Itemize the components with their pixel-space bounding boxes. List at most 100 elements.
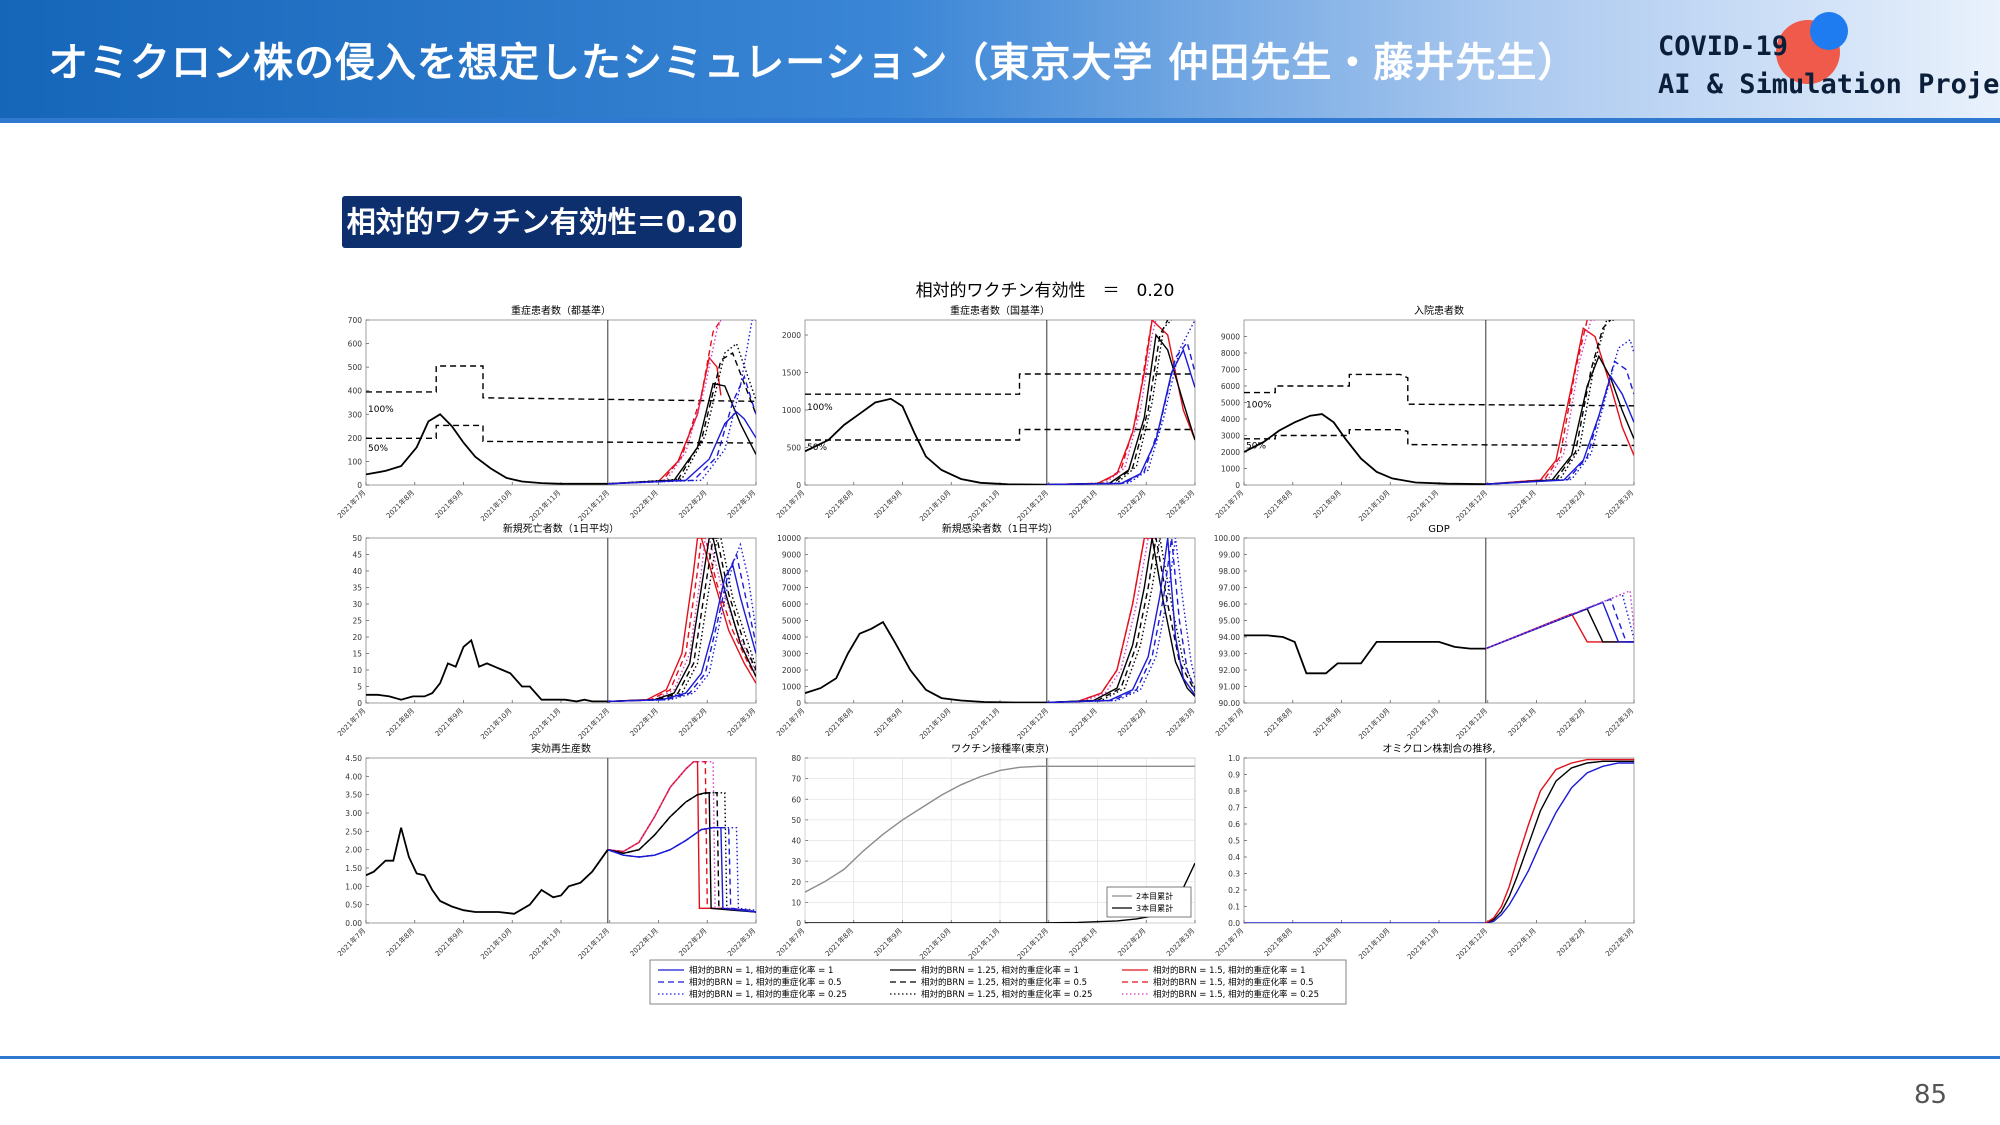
y-tick-label: 4.50: [345, 754, 362, 763]
capacity-annotation: 100%: [1246, 400, 1272, 410]
y-tick-label: 92.00: [1219, 666, 1241, 675]
y-tick-label: 6000: [782, 600, 801, 609]
capacity-annotation: 100%: [807, 403, 833, 413]
y-tick-label: 0.00: [345, 919, 362, 928]
y-tick-label: 5000: [782, 617, 801, 626]
legend-label: 相対的BRN = 1.5, 相対的重症化率 = 1: [1153, 965, 1305, 976]
chart-panel-6: GDP 90.00 91.00 92.00 93.00 94.00 95.00 96.00 97…: [1213, 524, 1635, 741]
chart-panel-5: 新規感染者数（1日平均） 0 1000 2000 3000 4000 5000 6000 700…: [774, 522, 1196, 741]
series-line: [1244, 413, 1486, 485]
y-tick-label: 600: [348, 340, 363, 349]
y-tick-label: 500: [787, 444, 802, 453]
header-divider: [0, 118, 2000, 123]
legend-label: 相対的BRN = 1.25, 相対的重症化率 = 0.5: [921, 977, 1087, 988]
series-line: [1485, 327, 1634, 485]
y-tick-label: 60: [791, 795, 801, 804]
x-tick-label: 2021年8月: [823, 926, 855, 958]
panel-title: ワクチン接種率(東京): [951, 742, 1049, 755]
x-tick-label: 2022年2月: [1555, 706, 1587, 738]
x-tick-label: 2022年1月: [1067, 706, 1099, 738]
panel-frame: [804, 537, 1196, 704]
series-line: [1046, 320, 1173, 485]
x-tick-label: 2021年10月: [1356, 488, 1391, 523]
legend-label: 相対的BRN = 1.25, 相対的重症化率 = 0.25: [921, 989, 1092, 1000]
series-line: [1046, 538, 1195, 703]
y-tick-label: 96.00: [1219, 600, 1241, 609]
panel-frame: [1243, 757, 1635, 924]
chart-panel-7: 実効再生産数 0.00 0.50 1.00 1.50 2.00 2.50 3.00 3.50 4.…: [335, 742, 757, 961]
x-tick-label: 2022年1月: [628, 706, 660, 738]
y-tick-label: 0.4: [1228, 853, 1240, 862]
panel-title: 入院患者数: [1414, 304, 1464, 317]
x-tick-label: 2022年3月: [1603, 706, 1635, 738]
y-tick-label: 99.00: [1219, 551, 1241, 560]
x-tick-label: 2022年1月: [628, 488, 660, 520]
y-tick-label: 95.00: [1219, 617, 1241, 626]
y-tick-label: 35: [352, 584, 362, 593]
series-line: [805, 373, 1195, 395]
x-tick-label: 2021年11月: [1405, 926, 1440, 961]
y-tick-label: 10000: [777, 534, 801, 543]
series-line: [1485, 598, 1634, 650]
x-tick-label: 2022年1月: [628, 926, 660, 958]
x-tick-label: 2021年8月: [823, 488, 855, 520]
y-tick-label: 9000: [1221, 333, 1240, 342]
legend-label: 相対的BRN = 1.25, 相対的重症化率 = 1: [921, 965, 1079, 976]
x-tick-label: 2022年3月: [1164, 706, 1196, 738]
x-tick-label: 2022年1月: [1506, 926, 1538, 958]
panel-title: 実効再生産数: [531, 742, 591, 755]
capacity-annotation: 100%: [368, 405, 394, 415]
series-line: [366, 413, 608, 485]
capacity-annotation: 50%: [807, 443, 827, 453]
simulation-figure: 相対的ワクチン有効性 ＝ 0.20 重症患者数（都基準）010020030040…: [335, 281, 1635, 1005]
y-tick-label: 0.9: [1228, 771, 1240, 780]
y-tick-label: 0.2: [1228, 886, 1240, 895]
x-tick-label: 2022年2月: [1116, 706, 1148, 738]
x-tick-label: 2021年7月: [774, 926, 806, 958]
x-tick-label: 2021年9月: [433, 488, 465, 520]
y-tick-label: 25: [352, 617, 362, 626]
series-line: [1046, 538, 1195, 703]
series-line: [1485, 320, 1612, 485]
x-tick-label: 2021年12月: [1454, 706, 1489, 741]
panel-frame: [1243, 319, 1635, 486]
y-tick-label: 200: [348, 434, 363, 443]
y-tick-label: 98.00: [1219, 567, 1241, 576]
y-tick-label: 0.3: [1228, 870, 1240, 879]
x-tick-label: 2021年8月: [384, 926, 416, 958]
y-tick-label: 80: [791, 754, 801, 763]
series-line: [805, 620, 1047, 703]
y-tick-label: 8000: [782, 567, 801, 576]
vaccine-efficacy-badge: 相対的ワクチン有効性＝0.20: [342, 196, 742, 248]
inner-legend-label: 3本目累計: [1136, 903, 1173, 913]
x-tick-label: 2021年10月: [1356, 706, 1391, 741]
y-tick-label: 4000: [782, 633, 801, 642]
x-tick-label: 2022年1月: [1067, 488, 1099, 520]
legend-label: 相対的BRN = 1.5, 相対的重症化率 = 0.25: [1153, 989, 1319, 1000]
y-tick-label: 1500: [782, 369, 801, 378]
x-tick-label: 2022年1月: [1067, 926, 1099, 958]
x-tick-label: 2021年11月: [966, 488, 1001, 523]
x-tick-label: 2022年2月: [677, 706, 709, 738]
x-tick-label: 2021年9月: [433, 706, 465, 738]
panel-title: 重症患者数（都基準）: [511, 304, 611, 317]
inner-legend-label: 2本目累計: [1136, 891, 1173, 901]
y-tick-label: 1.0: [1228, 754, 1240, 763]
header-bar: [0, 0, 2000, 118]
y-tick-label: 50: [352, 534, 362, 543]
x-tick-label: 2021年11月: [527, 706, 562, 741]
chart-panel-8: ワクチン接種率(東京) 0 10 20 30 40 50 60 70 80 2021年7月 2021年…: [774, 742, 1196, 961]
y-tick-label: 3.50: [345, 791, 362, 800]
y-tick-label: 4.00: [345, 772, 362, 781]
x-tick-label: 2022年3月: [1603, 488, 1635, 520]
y-tick-label: 3000: [782, 650, 801, 659]
series-line: [607, 562, 756, 703]
y-tick-label: 91.00: [1219, 683, 1241, 692]
x-tick-label: 2022年3月: [1603, 926, 1635, 958]
series-line: [1485, 758, 1634, 923]
y-tick-label: 5000: [1221, 399, 1240, 408]
series-line: [1046, 538, 1195, 703]
y-tick-label: 40: [352, 567, 362, 576]
series-line: [607, 320, 756, 485]
capacity-annotation: 50%: [368, 444, 388, 454]
